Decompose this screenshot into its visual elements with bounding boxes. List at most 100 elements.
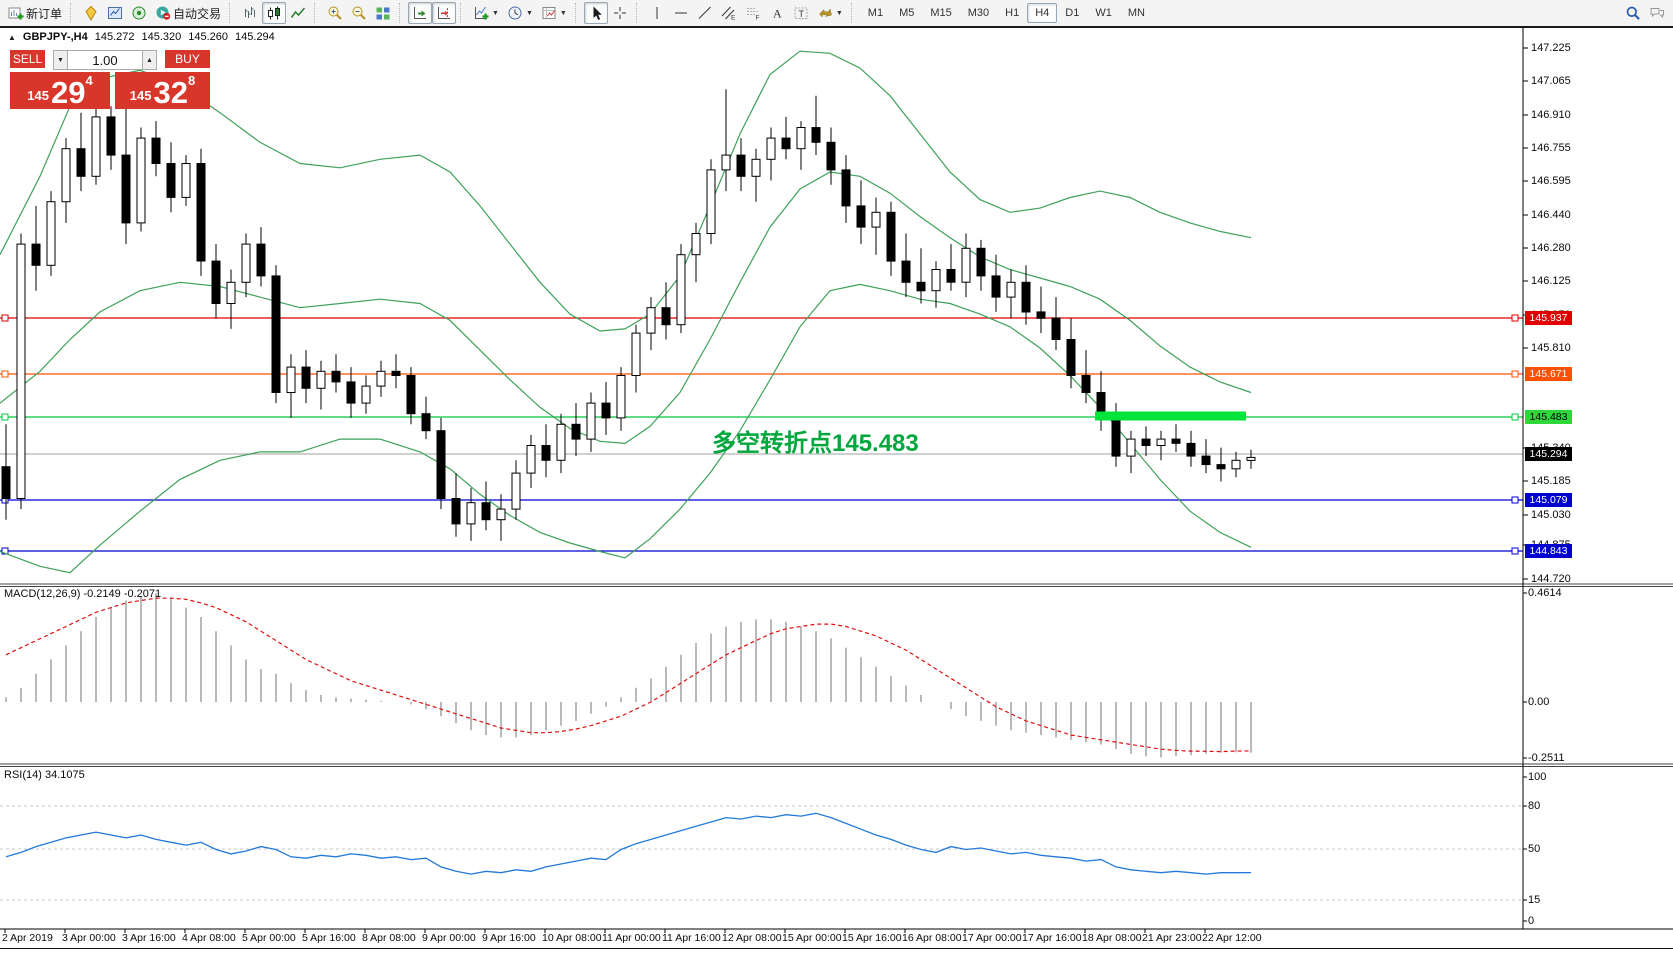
toolbar-separator	[314, 3, 319, 23]
time-tick-label: 15 Apr 16:00	[842, 932, 902, 944]
candle-chart-button[interactable]	[262, 2, 287, 24]
svg-text:T: T	[798, 9, 804, 19]
timeframe-h1-button[interactable]: H1	[1005, 7, 1020, 19]
timeframe-m15-button[interactable]: M15	[930, 7, 952, 19]
timeframe-mn-button[interactable]: MN	[1127, 7, 1145, 19]
bar-chart-button[interactable]	[238, 2, 262, 24]
line-chart-button[interactable]	[286, 2, 310, 24]
crosshair-button[interactable]	[608, 2, 632, 24]
time-tick-label: 21 Apr 23:00	[1142, 932, 1202, 944]
timeframe-w1-button[interactable]: W1	[1095, 7, 1112, 19]
chart-shift-button[interactable]	[432, 2, 457, 24]
window-top-border	[0, 26, 1673, 28]
time-tick-label: 10 Apr 08:00	[542, 932, 602, 944]
vertical-line-button[interactable]	[645, 2, 669, 24]
indicators-button[interactable]: ▼	[469, 2, 503, 24]
time-tick-label: 11 Apr 16:00	[662, 932, 721, 944]
timeframe-h4-button[interactable]: H4	[1027, 3, 1058, 23]
data-window-button[interactable]	[79, 2, 103, 24]
zoom-in-button[interactable]	[323, 2, 347, 24]
signals-icon	[132, 6, 146, 20]
buy-price-button[interactable]: 145 32 8	[115, 72, 210, 109]
sell-price-pip: 4	[85, 73, 93, 88]
channel-button[interactable]: E	[717, 2, 741, 24]
time-tick-label: 8 Apr 08:00	[362, 932, 416, 944]
arrows-icon	[818, 8, 832, 18]
lot-increase-button[interactable]: ▲	[142, 50, 157, 70]
pivot-annotation-text[interactable]: 多空转折点145.483	[712, 430, 919, 457]
arrows-button[interactable]: ▼	[813, 2, 847, 24]
horizontal-line-button[interactable]	[669, 2, 693, 24]
price-tick-label: 145.810	[1531, 342, 1571, 354]
trendline-icon	[698, 6, 711, 19]
toolbar-separator	[635, 3, 641, 23]
timeframe-m30-button[interactable]: M30	[967, 7, 990, 19]
text-icon: A	[773, 7, 782, 21]
periods-icon	[508, 6, 522, 20]
fibonacci-button[interactable]: F	[741, 2, 765, 24]
cursor-button[interactable]	[583, 2, 608, 24]
sell-button[interactable]: SELL	[10, 50, 45, 70]
tile-windows-button[interactable]	[371, 2, 395, 24]
macd-indicator-label: MACD(12,26,9) -0.2149 -0.2071	[4, 588, 162, 600]
timeframe-m5-button[interactable]: M5	[899, 7, 915, 19]
price-tick-label: 146.755	[1531, 142, 1571, 154]
periods-button[interactable]: ▼	[503, 2, 537, 24]
time-tick-label: 17 Apr 00:00	[962, 932, 1022, 944]
text-label-icon: T	[794, 7, 808, 19]
sell-price-prefix: 145	[27, 88, 49, 103]
timeframe-d1-button[interactable]: D1	[1065, 7, 1080, 19]
collapse-triangle-icon[interactable]: ▲	[8, 32, 16, 42]
signals-button[interactable]	[127, 2, 151, 24]
quote-low: 145.260	[188, 31, 229, 43]
templates-icon	[542, 7, 556, 19]
time-tick-label: 15 Apr 00:00	[782, 932, 842, 944]
auto-scroll-button[interactable]	[408, 2, 433, 24]
indicator-tick-label: 0.00	[1528, 696, 1550, 708]
data-window-icon	[85, 5, 97, 21]
toolbar-separator	[574, 3, 580, 23]
trendline-button[interactable]	[693, 2, 717, 24]
lot-size-input[interactable]: 1.00	[68, 50, 142, 70]
terminal-panel-edge	[0, 948, 1673, 954]
new-order-button[interactable]: 新订单	[4, 2, 66, 24]
symbol-header: ▲ GBPJPY-,H4 145.272 145.320 145.260 145…	[8, 31, 275, 43]
text-button[interactable]: A	[765, 2, 789, 24]
indicator-tick-label: 0.4614	[1528, 587, 1562, 599]
search-icon-button[interactable]	[1621, 2, 1645, 24]
time-tick-label: 16 Apr 08:00	[902, 932, 962, 944]
autotrading-icon	[156, 6, 171, 20]
indicators-icon	[475, 6, 489, 20]
indicator-tick-label: 15	[1528, 894, 1541, 906]
symbol-name: GBPJPY-,H4	[22, 31, 88, 43]
templates-button[interactable]: ▼	[537, 2, 571, 24]
buy-button[interactable]: BUY	[165, 50, 210, 70]
price-tick-label: 146.595	[1531, 175, 1571, 187]
chat-icon-button[interactable]	[1645, 2, 1669, 24]
sell-price-button[interactable]: 145 29 4	[10, 72, 110, 109]
text-label-button[interactable]: T	[789, 2, 813, 24]
time-tick-label: 11 Apr 00:00	[602, 932, 661, 944]
vertical-line-icon	[656, 7, 658, 19]
time-tick-label: 22 Apr 12:00	[1202, 932, 1262, 944]
time-tick-label: 3 Apr 16:00	[122, 932, 176, 944]
chart-window-button[interactable]	[103, 2, 127, 24]
autotrading-button-label: 自动交易	[173, 6, 222, 21]
cursor-icon	[593, 6, 602, 20]
zoom-out-button[interactable]	[347, 2, 371, 24]
buy-price-pip: 8	[187, 73, 196, 88]
chat-icon	[1650, 8, 1664, 19]
lot-decrease-button[interactable]: ▼	[53, 50, 68, 70]
autotrading-button[interactable]: 自动交易	[151, 2, 225, 24]
time-tick-label: 4 Apr 08:00	[182, 932, 236, 944]
chart-canvas[interactable]	[0, 28, 1673, 954]
line-chart-icon	[290, 7, 306, 18]
timeframe-m1-button[interactable]: M1	[867, 7, 884, 19]
time-tick-label: 9 Apr 16:00	[482, 932, 536, 944]
buy-price-prefix: 145	[129, 88, 152, 103]
quote-open: 145.272	[94, 31, 135, 43]
price-level-badge: 145.079	[1525, 493, 1572, 507]
price-tick-label: 146.910	[1531, 109, 1571, 121]
toolbar-separator	[460, 3, 465, 23]
svg-text:F: F	[755, 15, 759, 22]
